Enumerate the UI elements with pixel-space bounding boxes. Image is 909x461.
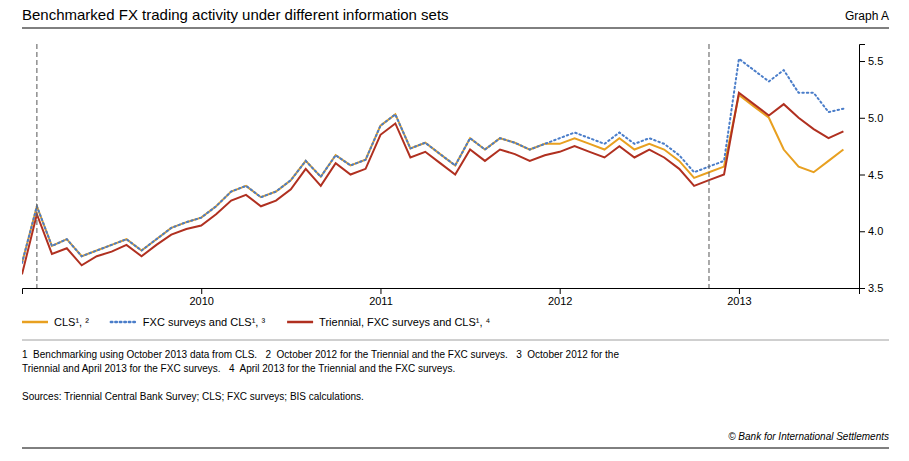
y-axis: 3.5 4.0 4.5 5.0 5.5 [859, 45, 883, 295]
series-line [22, 93, 843, 275]
y-tick-mark [859, 175, 865, 176]
footnote: Triennial and April 2013 for the FXC sur… [22, 363, 455, 374]
y-tick-label: 3.5 [868, 282, 883, 294]
x-tick: 2012 [548, 288, 572, 307]
legend-label: FXC surveys and CLS¹, ³ [143, 316, 266, 328]
x-tick-label: 2011 [369, 295, 393, 307]
y-tick-label: 5.0 [868, 112, 883, 124]
y-tick-label: 5.5 [868, 55, 883, 67]
sources: Sources: Triennial Central Bank Survey; … [22, 391, 364, 402]
y-tick-label: 4.5 [868, 169, 883, 181]
legend-swatch [287, 321, 313, 324]
series-line [22, 59, 843, 263]
x-tick: 2010 [189, 288, 213, 307]
legend-label: CLS¹, ² [54, 316, 89, 328]
y-tick: 5.0 [859, 112, 883, 124]
y-tick: 4.5 [859, 169, 883, 181]
legend-swatch [22, 321, 48, 324]
y-tick: 3.5 [859, 282, 883, 294]
x-tick-label: 2013 [727, 295, 751, 307]
x-tick: 2011 [369, 288, 393, 307]
series-line [22, 95, 843, 263]
y-tick-label: 4.0 [868, 225, 883, 237]
y-tick-mark [859, 231, 865, 232]
separator [22, 340, 889, 341]
legend: CLS¹, ² FXC surveys and CLS¹, ³ Triennial,… [22, 316, 491, 328]
legend-item: Triennial, FXC surveys and CLS¹, ⁴ [287, 316, 490, 328]
legend-item: FXC surveys and CLS¹, ³ [111, 316, 266, 328]
y-tick-mark [859, 118, 865, 119]
x-axis-line [23, 289, 860, 295]
title-rule [22, 28, 889, 29]
y-tick-mark [859, 288, 865, 289]
reference-line [36, 44, 37, 288]
bottom-rule [22, 448, 889, 449]
x-tick-mark [380, 288, 381, 294]
legend-label: Triennial, FXC surveys and CLS¹, ⁴ [319, 316, 490, 328]
x-tick-mark [739, 288, 740, 294]
title: Benchmarked FX trading activity under di… [22, 6, 449, 23]
y-tick-mark [859, 61, 865, 62]
copyright: © Bank for International Settlements [728, 431, 889, 442]
x-tick-mark [560, 288, 561, 294]
reference-line [708, 44, 709, 288]
x-tick: 2013 [727, 288, 751, 307]
legend-swatch [111, 321, 137, 324]
x-axis: 2010 2011 2012 2013 [23, 288, 860, 307]
plot-area [22, 44, 843, 288]
x-tick-label: 2012 [548, 295, 572, 307]
subtitle: Graph A [845, 9, 889, 23]
y-axis-line [860, 45, 866, 289]
legend-item: CLS¹, ² [22, 316, 89, 328]
x-tick-mark [201, 288, 202, 294]
y-tick: 5.5 [859, 55, 883, 67]
chart: Benchmarked FX trading activity under di… [0, 0, 909, 461]
y-tick: 4.0 [859, 225, 883, 237]
footnote: 1 Benchmarking using October 2013 data f… [22, 349, 619, 360]
x-tick-label: 2010 [189, 295, 213, 307]
